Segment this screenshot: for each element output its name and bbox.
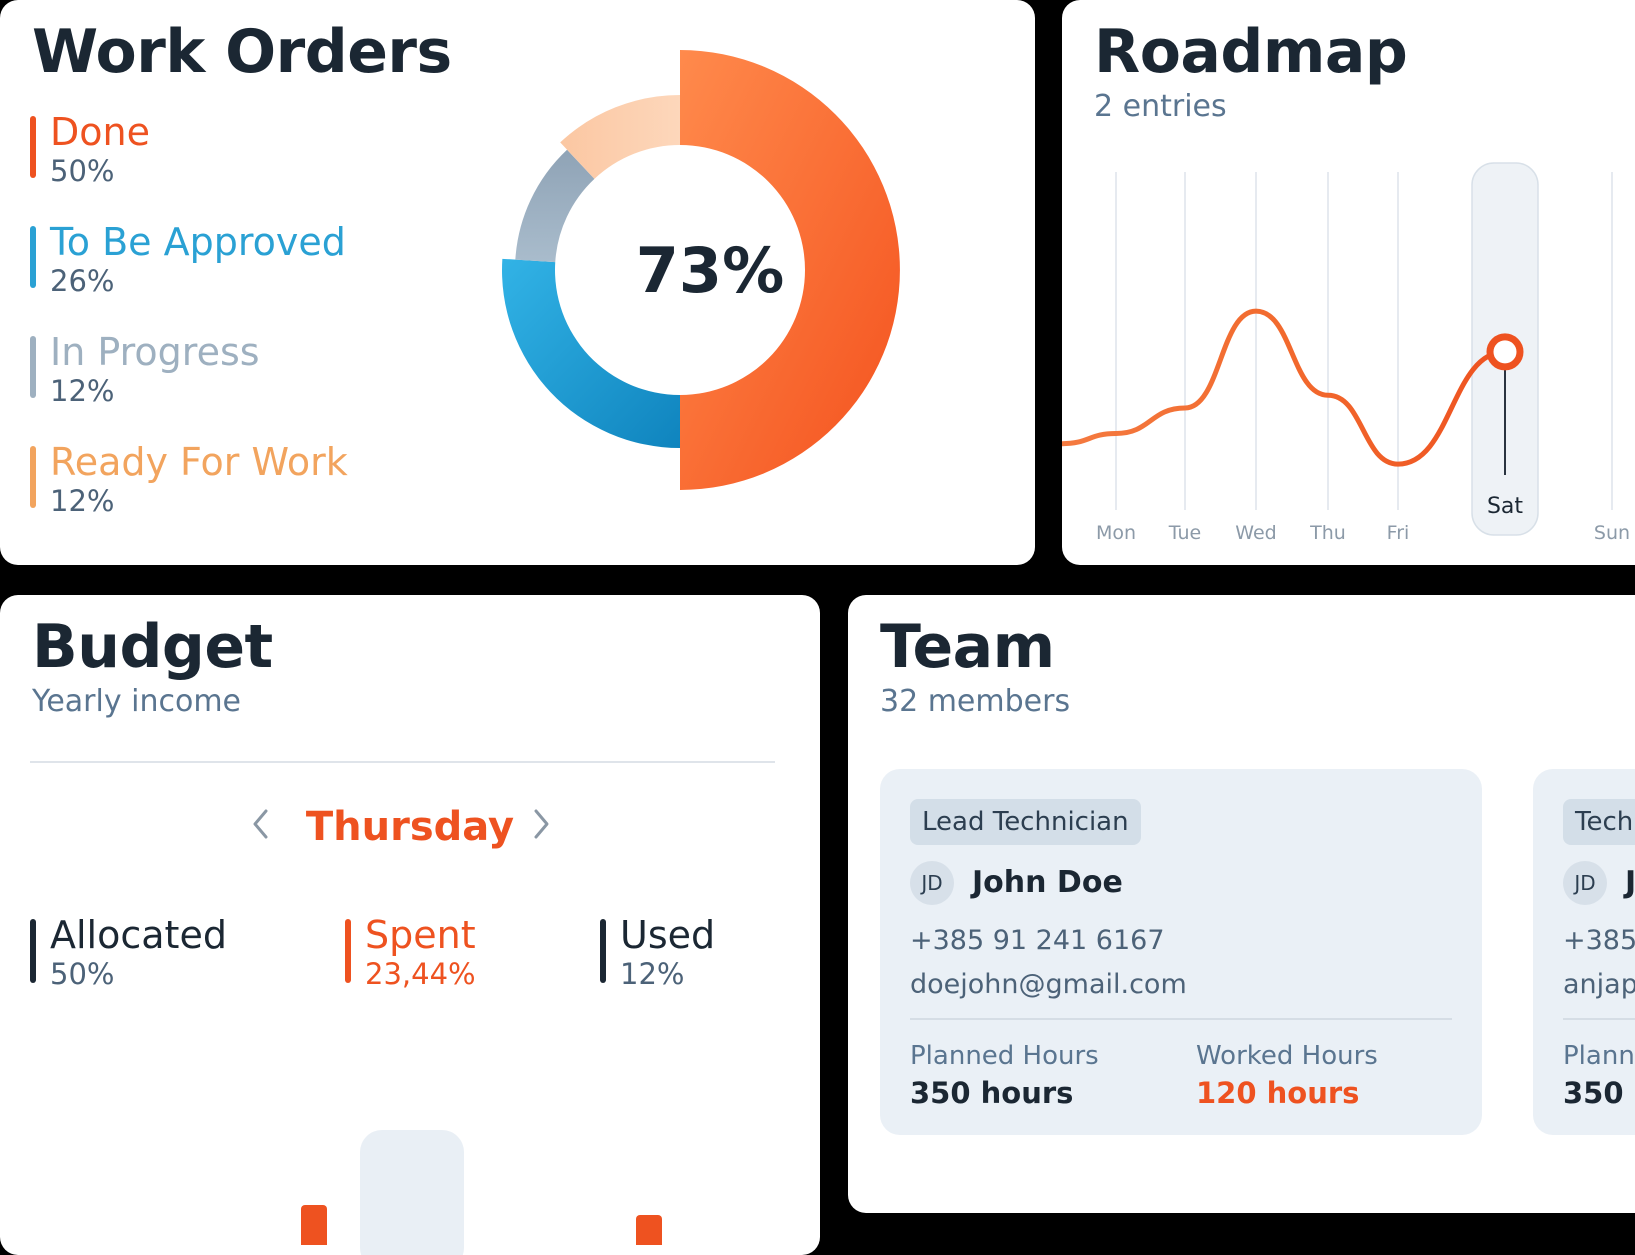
- donut-slice-done[interactable]: [680, 50, 900, 490]
- legend-label: Ready For Work: [50, 440, 348, 484]
- legend-color-bar: [30, 446, 36, 508]
- donut-slice-ready-for-work[interactable]: [560, 95, 680, 179]
- member-phone[interactable]: +385 91 241 6167: [910, 925, 1165, 956]
- stat-spent: Spent 23,44%: [345, 913, 476, 991]
- roadmap-line: [1062, 308, 1508, 467]
- divider: [30, 761, 775, 763]
- avatar: JD: [910, 861, 954, 905]
- team-subtitle: 32 members: [880, 684, 1071, 719]
- donut-slice-to-be-approved[interactable]: [502, 258, 680, 448]
- legend-color-bar: [30, 116, 36, 178]
- legend-item-to-be-approved[interactable]: To Be Approved 26%: [30, 220, 346, 298]
- legend-percent: 12%: [50, 373, 115, 408]
- budget-bar: [636, 1215, 662, 1245]
- legend-color-bar: [30, 336, 36, 398]
- legend-color-bar: [30, 226, 36, 288]
- planned-hours-label: Planned Hours: [910, 1041, 1099, 1071]
- legend-item-in-progress[interactable]: In Progress 12%: [30, 330, 260, 408]
- budget-bar: [301, 1205, 327, 1245]
- member-email[interactable]: anjape: [1563, 969, 1635, 1000]
- stat-color-bar: [600, 919, 606, 983]
- divider: [910, 1018, 1452, 1020]
- budget-title: Budget: [32, 612, 273, 682]
- legend-item-done[interactable]: Done 50%: [30, 110, 150, 188]
- stat-label: Used: [620, 913, 716, 957]
- day-label-fri[interactable]: Fri: [1386, 522, 1410, 544]
- roadmap-title: Roadmap: [1094, 17, 1408, 87]
- divider: [1563, 1018, 1635, 1020]
- member-role-badge: Tech: [1563, 799, 1635, 845]
- legend-item-ready-for-work[interactable]: Ready For Work 12%: [30, 440, 348, 518]
- member-name: J: [1625, 865, 1635, 900]
- stat-label: Allocated: [50, 913, 227, 957]
- legend-label: To Be Approved: [50, 220, 346, 264]
- planned-hours-label: Plann: [1563, 1041, 1635, 1071]
- stat-label: Spent: [365, 913, 476, 957]
- team-card: Team 32 members Lead Technician JD John …: [848, 595, 1635, 1213]
- planned-hours-value: 350 h: [1563, 1076, 1635, 1110]
- day-label-tue[interactable]: Tue: [1168, 522, 1202, 544]
- selected-day-name: Thursday: [305, 804, 515, 850]
- legend-label: Done: [50, 110, 150, 154]
- roadmap-subtitle: 2 entries: [1094, 89, 1227, 124]
- day-label-wed[interactable]: Wed: [1235, 522, 1277, 544]
- work-orders-card: Work Orders Done 50% To Be Approved 26% …: [0, 0, 1035, 565]
- legend-percent: 12%: [50, 483, 115, 518]
- budget-subtitle: Yearly income: [32, 684, 242, 719]
- stat-color-bar: [345, 919, 351, 983]
- chevron-right-icon: [534, 809, 549, 839]
- worked-hours-value: 120 hours: [1196, 1076, 1360, 1110]
- roadmap-chart: [1062, 162, 1613, 536]
- chevron-left-icon: [253, 809, 268, 839]
- next-day-button[interactable]: [530, 807, 552, 847]
- legend-percent: 26%: [50, 263, 115, 298]
- budget-card: Budget Yearly income Thursday Allocated …: [0, 595, 820, 1255]
- member-card[interactable]: Tech JD J +385 anjape Plann 350 h: [1533, 769, 1635, 1135]
- member-name: John Doe: [972, 865, 1123, 900]
- planned-hours-value: 350 hours: [910, 1076, 1074, 1110]
- avatar: JD: [1563, 861, 1607, 905]
- day-label-sun[interactable]: Sun: [1593, 522, 1631, 544]
- budget-bar-highlight: [360, 1130, 464, 1255]
- member-phone[interactable]: +385: [1563, 925, 1635, 956]
- work-orders-title: Work Orders: [32, 17, 452, 87]
- day-label-thu[interactable]: Thu: [1310, 522, 1346, 544]
- team-title: Team: [880, 612, 1055, 682]
- stat-percent: 50%: [50, 956, 115, 991]
- roadmap-card: Roadmap 2 entries Mon Tue Wed Thu Fri Sa…: [1062, 0, 1635, 565]
- legend-label: In Progress: [50, 330, 260, 374]
- day-label-mon[interactable]: Mon: [1095, 522, 1137, 544]
- stat-allocated: Allocated 50%: [30, 913, 227, 991]
- stat-used: Used 12%: [600, 913, 716, 991]
- stat-percent: 23,44%: [365, 956, 476, 991]
- member-email[interactable]: doejohn@gmail.com: [910, 969, 1187, 1000]
- donut-slice-in-progress[interactable]: [515, 149, 595, 263]
- member-card[interactable]: Lead Technician JD John Doe +385 91 241 …: [880, 769, 1482, 1135]
- worked-hours-label: Worked Hours: [1196, 1041, 1378, 1071]
- selected-point[interactable]: [1486, 333, 1524, 371]
- day-label-sat[interactable]: Sat: [1486, 494, 1524, 519]
- donut-chart: [502, 50, 900, 490]
- member-role-badge: Lead Technician: [910, 799, 1141, 845]
- stat-percent: 12%: [620, 956, 685, 991]
- legend-percent: 50%: [50, 153, 115, 188]
- stat-color-bar: [30, 919, 36, 983]
- prev-day-button[interactable]: [250, 807, 272, 847]
- donut-center-label: 73%: [635, 234, 785, 307]
